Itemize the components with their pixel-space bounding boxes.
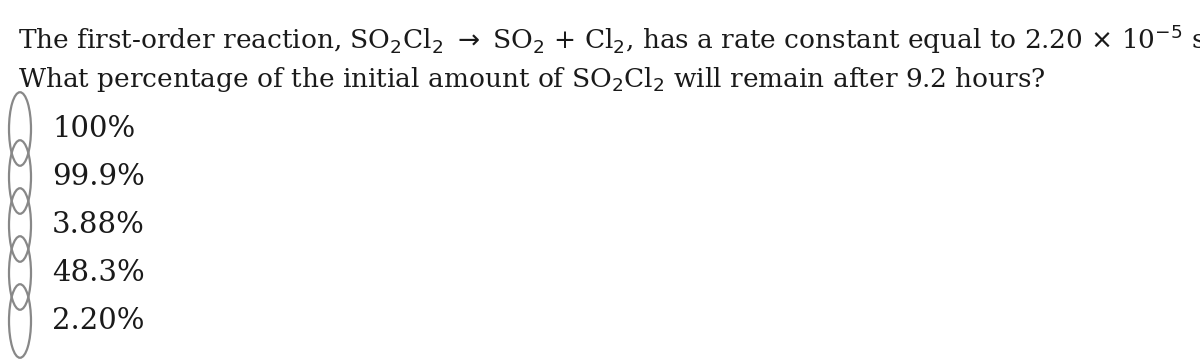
Text: 48.3%: 48.3% [52, 259, 145, 287]
Text: What percentage of the initial amount of SO$_2$Cl$_2$ will remain after 9.2 hour: What percentage of the initial amount of… [18, 65, 1045, 94]
Text: 2.20%: 2.20% [52, 307, 144, 335]
Text: The first-order reaction, SO$_2$Cl$_2$ $\rightarrow$ SO$_2$ + Cl$_2$, has a rate: The first-order reaction, SO$_2$Cl$_2$ $… [18, 22, 1200, 56]
Text: 3.88%: 3.88% [52, 211, 145, 239]
Text: 100%: 100% [52, 115, 136, 143]
Text: 99.9%: 99.9% [52, 163, 145, 191]
